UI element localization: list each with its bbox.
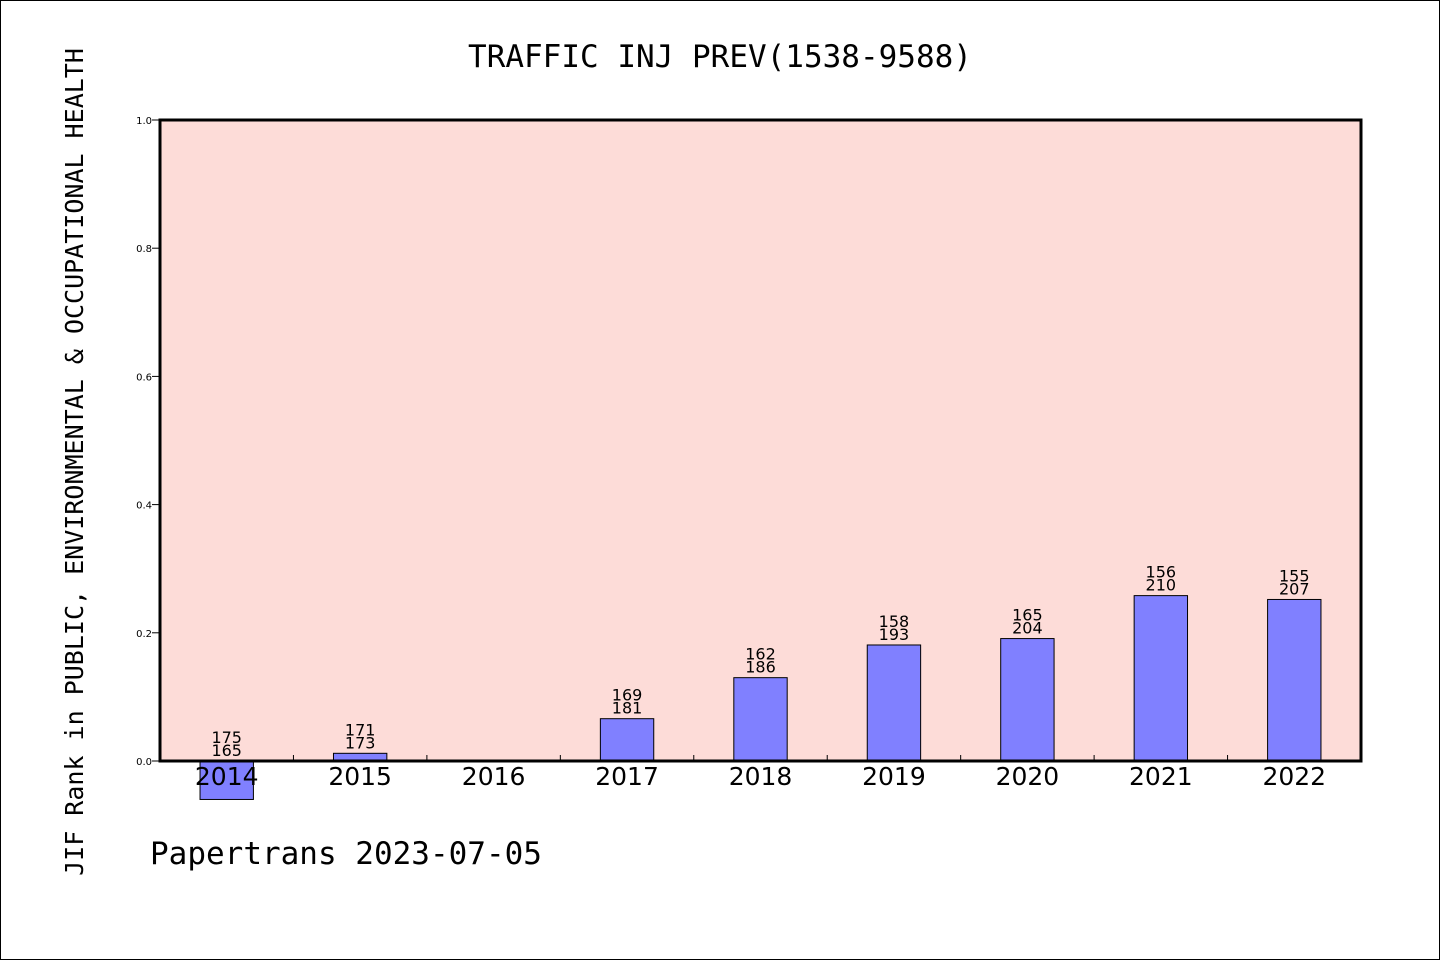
y-tick-label: 0.4 [136, 501, 152, 512]
plot-border [158, 118, 1363, 763]
y-tick-label: 0.8 [136, 244, 152, 255]
data-label-top-2014: 175 [211, 728, 242, 747]
data-label-top-2020: 165 [1012, 606, 1043, 625]
chart-title: TRAFFIC INJ PREV(1538-9588) [468, 39, 972, 75]
bar-2021 [1133, 595, 1189, 762]
data-label-bottom-2014: 165 [211, 741, 242, 760]
data-label-top-2018: 162 [745, 645, 776, 664]
data-label-bottom-2021: 210 [1146, 576, 1177, 595]
x-tick-label-2015: 2015 [328, 762, 392, 791]
x-tick-label-2020: 2020 [996, 762, 1060, 791]
x-tick-label-2017: 2017 [595, 762, 659, 791]
x-tick-label-2021: 2021 [1129, 762, 1193, 791]
data-label-top-2021: 156 [1146, 563, 1177, 582]
data-label-bottom-2018: 186 [745, 658, 776, 677]
y-axis-label: JIF Rank in PUBLIC, ENVIRONMENTAL & OCCU… [60, 48, 89, 876]
footer-credit: Papertrans 2023-07-05 [150, 836, 542, 872]
data-label-top-2019: 158 [879, 612, 910, 631]
bar-2019 [866, 644, 922, 762]
x-tick-label-2022: 2022 [1262, 762, 1326, 791]
data-label-bottom-2015: 173 [345, 733, 376, 752]
data-label-bottom-2019: 193 [879, 625, 910, 644]
y-tick-label: 0.6 [136, 372, 152, 383]
y-tick-label: 1.0 [136, 116, 152, 127]
bar-2020 [1000, 638, 1055, 762]
y-tick-label: 0.0 [136, 757, 152, 768]
x-tick-label-2019: 2019 [862, 762, 926, 791]
data-label-bottom-2022: 207 [1279, 579, 1310, 598]
y-tick-label: 0.2 [136, 629, 152, 640]
x-tick-label-2014: 2014 [195, 762, 259, 791]
bar-2018 [733, 677, 788, 762]
bar-2014 [199, 760, 254, 800]
bar-2017 [599, 718, 655, 762]
data-label-top-2022: 155 [1279, 566, 1310, 585]
data-label-top-2015: 171 [345, 720, 376, 739]
data-label-bottom-2017: 181 [612, 699, 643, 718]
bar-2022 [1267, 598, 1322, 762]
x-tick-label-2016: 2016 [462, 762, 526, 791]
data-label-bottom-2020: 204 [1012, 619, 1043, 638]
data-label-top-2017: 169 [612, 686, 643, 705]
x-tick-label-2018: 2018 [729, 762, 793, 791]
